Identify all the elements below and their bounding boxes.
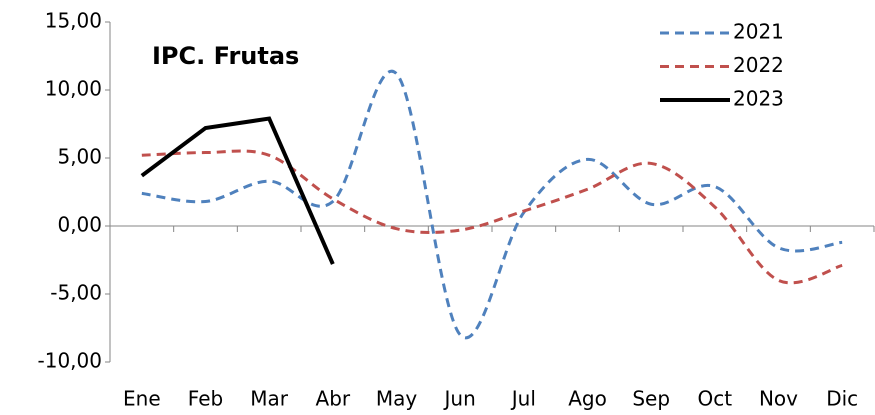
x-tick-label: Jul [510, 387, 536, 411]
y-tick-label: -5,00 [50, 281, 102, 305]
x-tick-label: Jun [443, 387, 476, 411]
x-tick-label: Dic [826, 387, 858, 411]
legend-label: 2022 [733, 53, 784, 77]
x-tick-label: Sep [632, 387, 670, 411]
y-tick-label: 5,00 [57, 145, 102, 169]
x-tick-label: Abr [316, 387, 351, 411]
legend-label: 2023 [733, 87, 784, 111]
y-tick-label: 15,00 [45, 9, 102, 33]
y-tick-label: 0,00 [57, 213, 102, 237]
x-tick-label: May [376, 387, 418, 411]
series-line [141, 69, 843, 340]
y-tick-label: 10,00 [45, 77, 102, 101]
x-tick-label: Ago [568, 387, 607, 411]
x-tick-label: Oct [698, 387, 733, 411]
chart-title: IPC. Frutas [152, 42, 299, 70]
x-tick-label: Ene [123, 387, 161, 411]
x-tick-label: Mar [250, 387, 289, 411]
x-tick-label: Feb [188, 387, 223, 411]
x-tick-label: Nov [759, 387, 798, 411]
legend-label: 2021 [733, 20, 784, 44]
series-line [140, 116, 335, 265]
y-tick-label: -10,00 [38, 349, 102, 373]
series-line [141, 149, 843, 285]
